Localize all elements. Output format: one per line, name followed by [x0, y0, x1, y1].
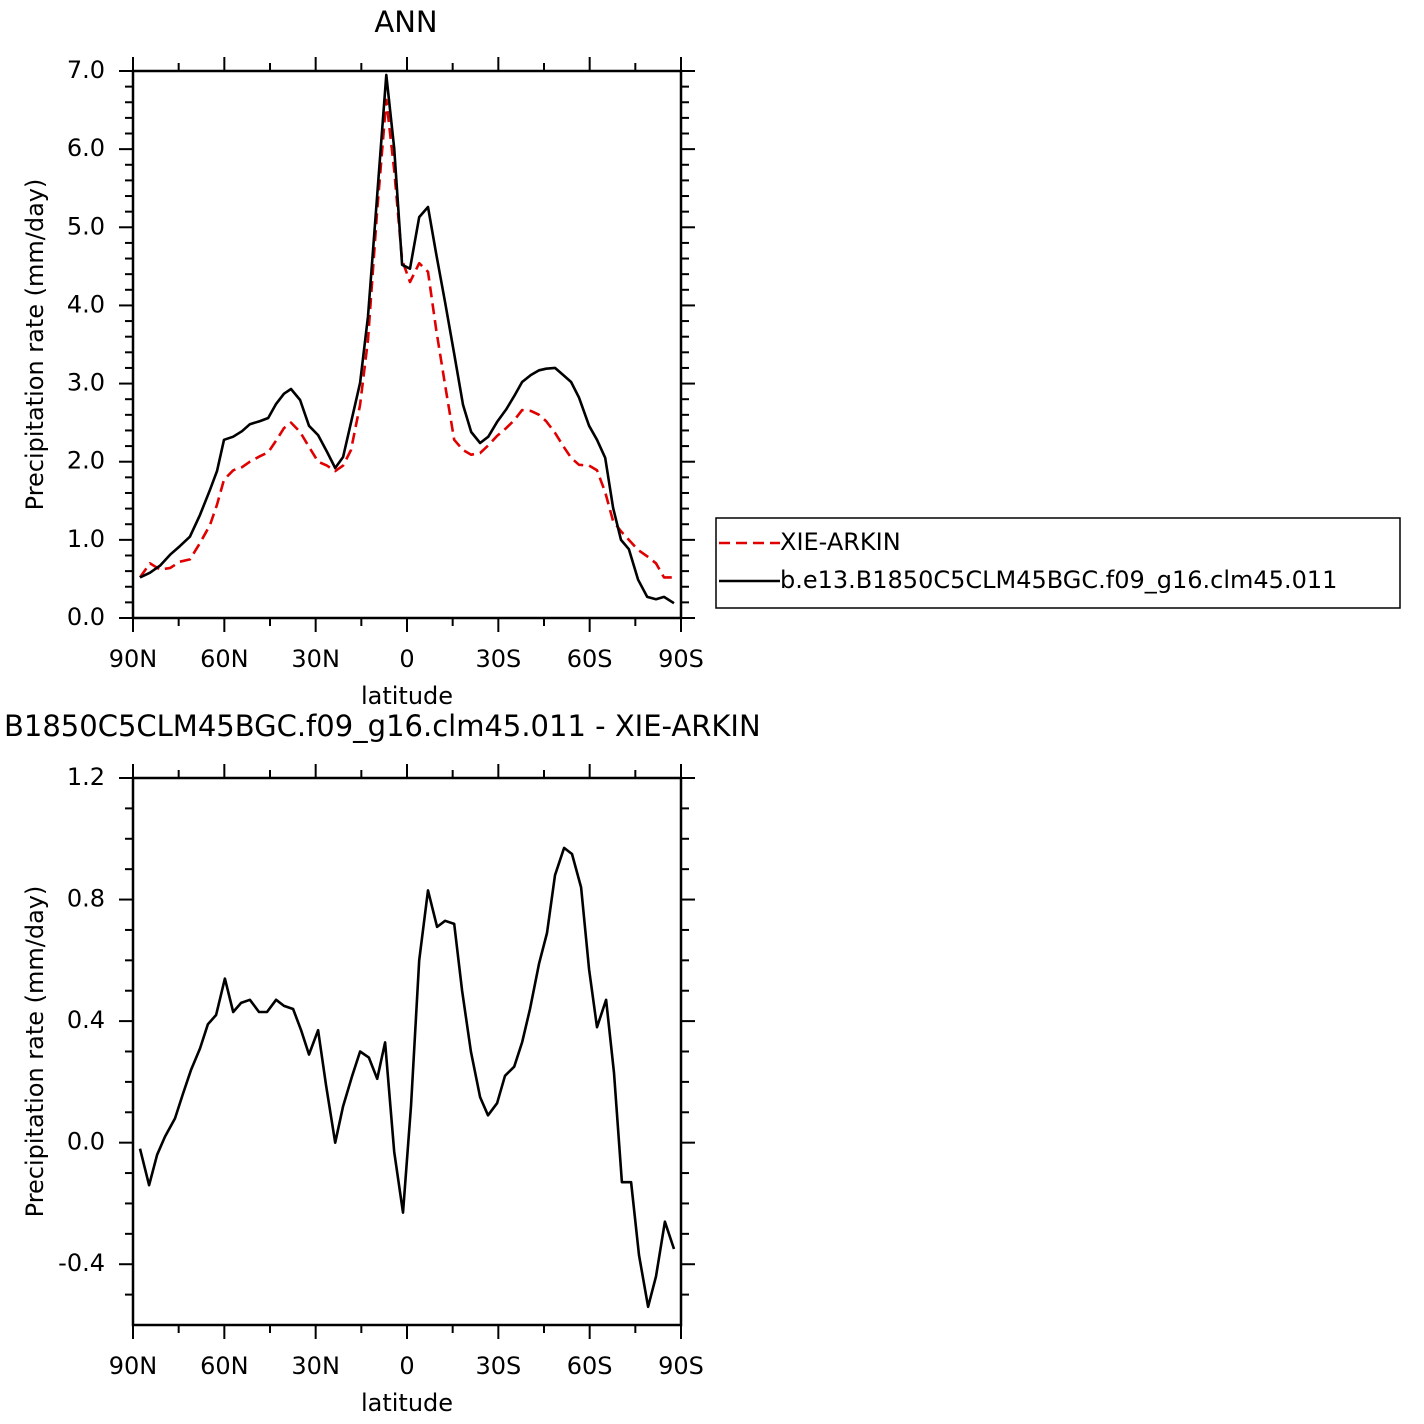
chart-panel: B1850C5CLM45BGC.f09_g16.clm45.011 - XIE-… — [4, 709, 761, 1417]
x-tick-label: 0 — [399, 1352, 414, 1380]
y-tick-label: 1.0 — [67, 525, 105, 553]
y-axis-label: Precipitation rate (mm/day) — [21, 179, 49, 511]
x-tick-label: 60N — [200, 645, 249, 673]
data-line — [138, 98, 674, 579]
chart-title: B1850C5CLM45BGC.f09_g16.clm45.011 - XIE-… — [4, 709, 761, 743]
x-tick-label: 60N — [200, 1352, 249, 1380]
y-tick-label: 5.0 — [67, 212, 105, 240]
legend-box — [715, 517, 1401, 609]
y-tick-label: 4.0 — [67, 290, 105, 318]
plot-frame — [131, 776, 683, 1327]
y-tick-label: 2.0 — [67, 447, 105, 475]
x-axis-label: latitude — [361, 682, 453, 710]
x-axis-label: latitude — [361, 1389, 453, 1417]
x-tick-label: 90N — [109, 1352, 158, 1380]
y-tick-label: -0.4 — [58, 1249, 105, 1277]
x-tick-label: 90N — [109, 645, 158, 673]
data-line — [139, 73, 675, 605]
chart-panel: ANN latitude Precipitation rate (mm/day) 90… — [21, 5, 1401, 710]
x-tick-label: 60S — [567, 645, 613, 673]
plot-frame — [131, 69, 683, 620]
x-tick-label: 30N — [291, 1352, 340, 1380]
x-tick-label: 60S — [567, 1352, 613, 1380]
chart-title: ANN — [374, 5, 437, 39]
y-tick-label: 6.0 — [67, 134, 105, 162]
y-axis-label: Precipitation rate (mm/day) — [21, 886, 49, 1218]
y-tick-label: 0.0 — [67, 1128, 105, 1156]
x-tick-label: 90S — [658, 1352, 704, 1380]
legend-label: XIE-ARKIN — [780, 528, 901, 556]
x-tick-label: 30S — [475, 645, 521, 673]
x-tick-label: 30S — [475, 1352, 521, 1380]
y-tick-label: 0.4 — [67, 1006, 105, 1034]
x-tick-label: 30N — [291, 645, 340, 673]
x-tick-label: 0 — [399, 645, 414, 673]
y-tick-label: 1.2 — [67, 763, 105, 791]
legend-label: b.e13.B1850C5CLM45BGC.f09_g16.clm45.011 — [780, 566, 1337, 594]
y-tick-label: 0.8 — [67, 885, 105, 913]
y-tick-label: 3.0 — [67, 369, 105, 397]
data-line — [138, 846, 676, 1309]
y-tick-label: 7.0 — [67, 56, 105, 84]
y-tick-label: 0.0 — [67, 603, 105, 631]
x-tick-label: 90S — [658, 645, 704, 673]
